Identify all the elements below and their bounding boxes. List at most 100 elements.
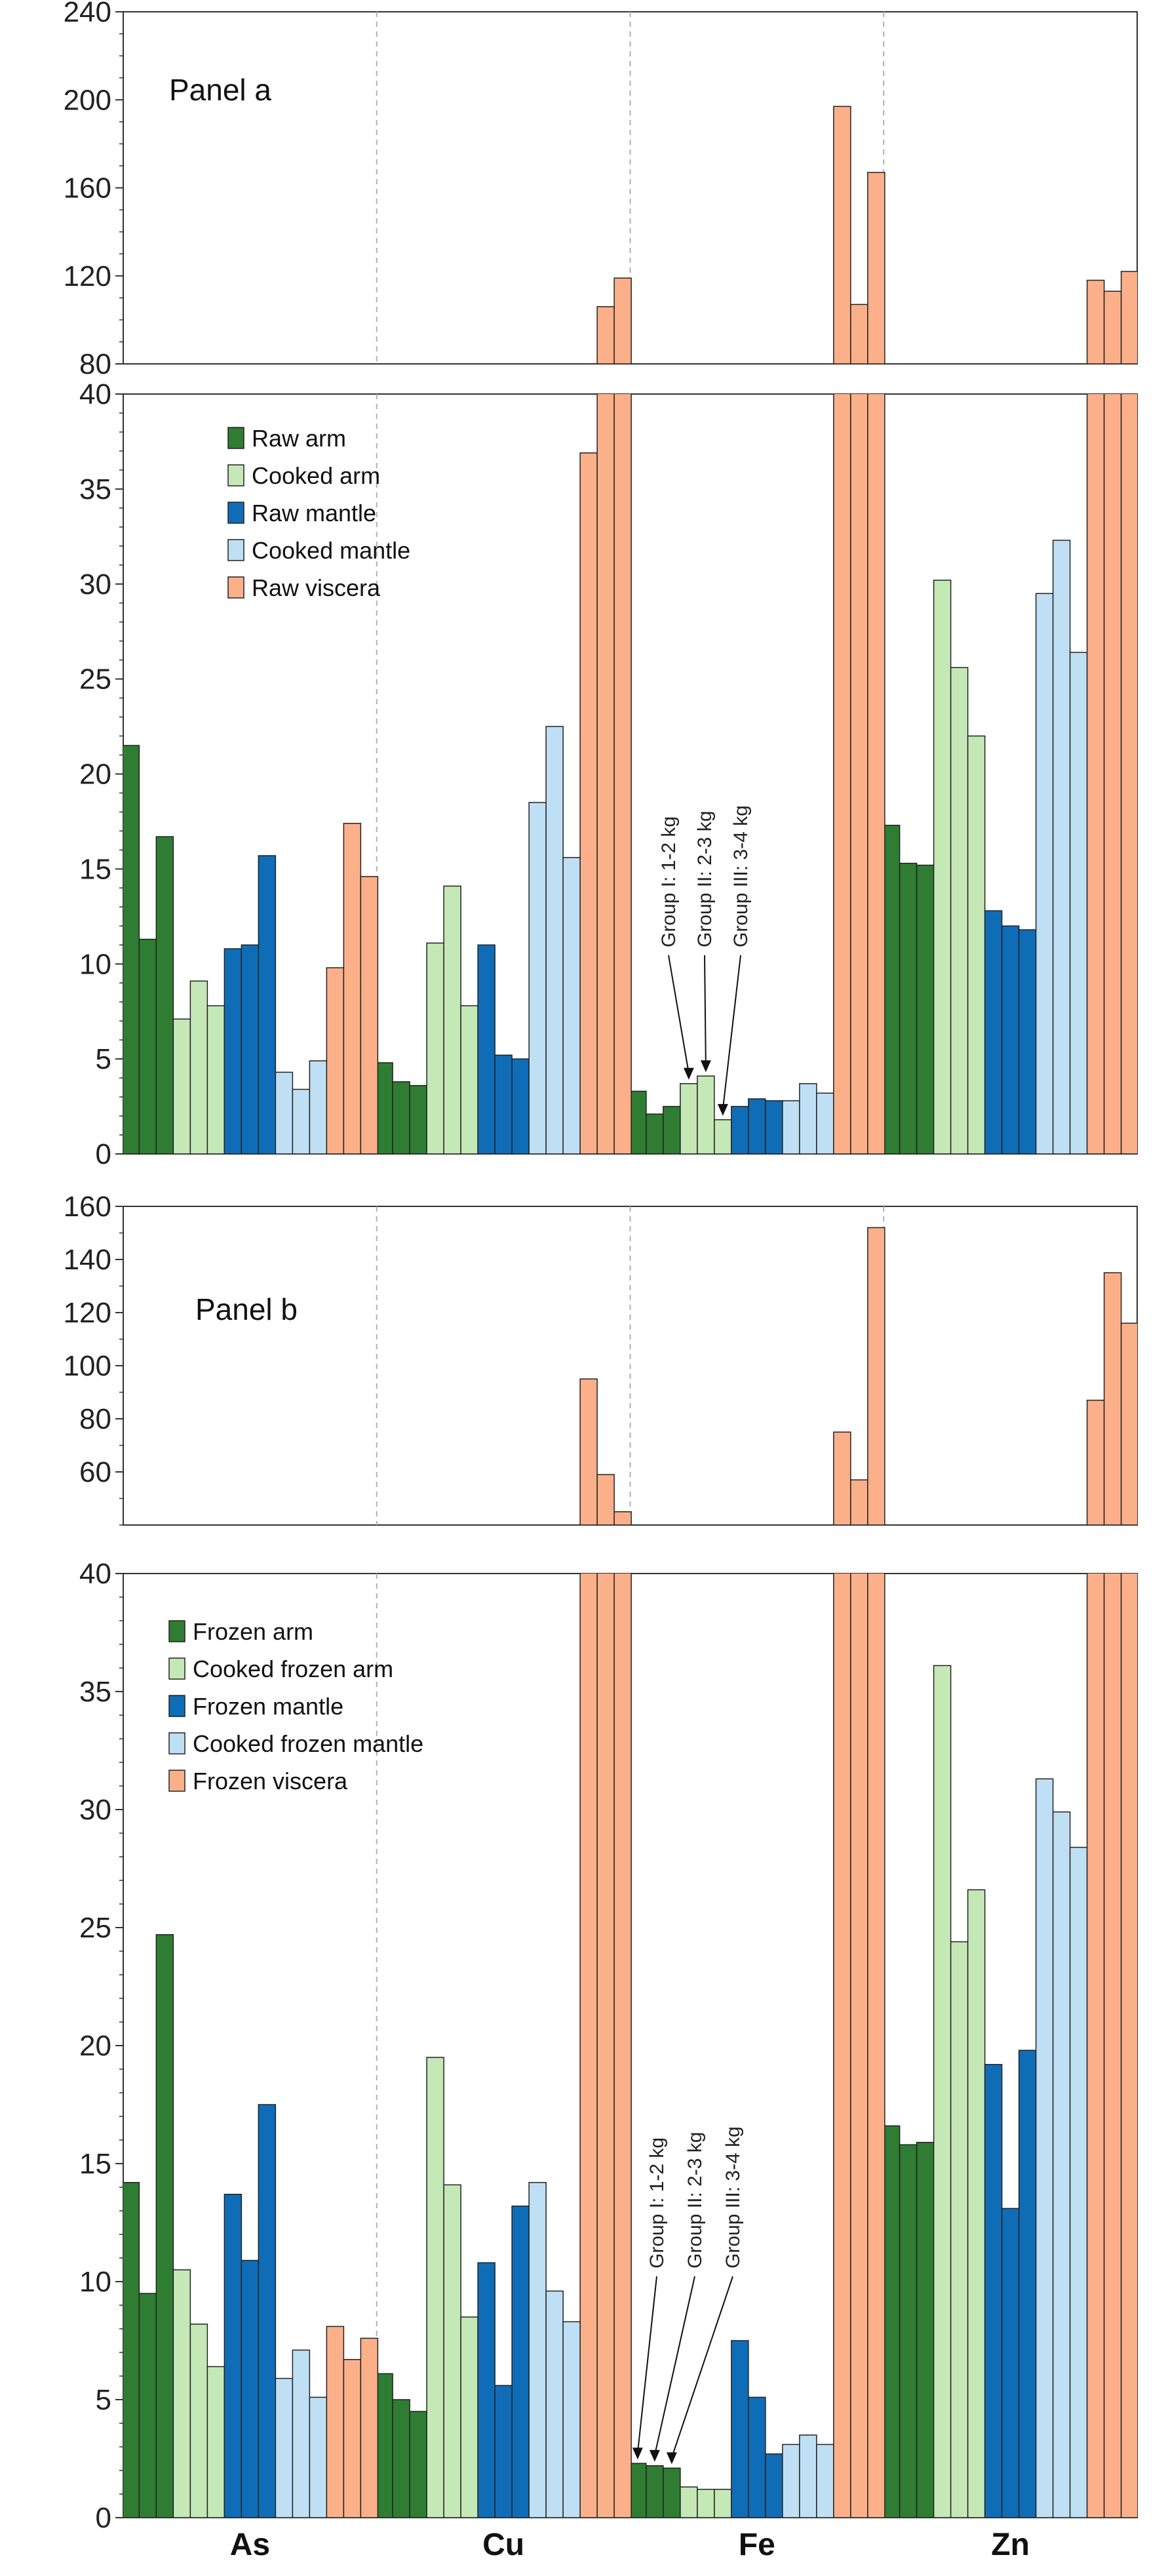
y-tick-label: 10 (79, 2266, 111, 2298)
legend-label: Raw viscera (252, 574, 381, 601)
group-label: Group III: 3-4 kg (722, 2126, 744, 2269)
group-label: Group III: 3-4 kg (730, 805, 752, 947)
bar-frozen-mantle-cu-g2 (494, 2385, 513, 2518)
bar-frozen-mantle-as-g3 (258, 2104, 277, 2518)
panel-a: 80 120 160 200 240 0 5 10 15 20 25 30 35 40 Panel a Raw… (64, 0, 1138, 1170)
x-category-label: Cu (482, 2527, 524, 2562)
y-tick-label: 120 (64, 1297, 111, 1329)
legend-label: Cooked arm (252, 462, 380, 489)
bar-raw-mantle-as-g1 (223, 948, 243, 1154)
legend-label: Cooked frozen arm (193, 1655, 393, 1682)
bar-frozen-viscera-zn-g1 (1086, 1574, 1105, 2518)
bar-cooked-frozen-arm-cu-g1 (426, 2057, 444, 2518)
annotation-arrow-line (636, 2276, 657, 2453)
bar-raw-mantle-as-g2 (241, 944, 260, 1154)
legend: Raw arm Cooked arm Raw mantle Cooked mantle… (227, 425, 410, 601)
legend-swatch (168, 1657, 185, 1680)
bar-cooked-arm-fe-g3 (714, 1119, 732, 1154)
legend-label: Cooked mantle (252, 537, 410, 564)
bars-lower (123, 1574, 1137, 2518)
bar-frozen-mantle-as-g2 (241, 2259, 260, 2518)
legend-swatch (168, 1770, 185, 1792)
legend-label: Frozen arm (193, 1618, 313, 1645)
bar-raw-viscera-fe-g1 (833, 106, 851, 364)
bar-frozen-viscera-zn-g3 (1120, 1574, 1137, 2518)
bar-raw-viscera-zn-g1 (1086, 394, 1105, 1154)
legend-swatch (227, 464, 244, 486)
bar-raw-viscera-zn-g3 (1120, 394, 1137, 1154)
bar-frozen-arm-fe-g3 (663, 2467, 681, 2518)
bar-raw-arm-fe-g2 (646, 1113, 664, 1154)
legend-swatch (168, 1620, 185, 1642)
bar-frozen-arm-zn-g2 (899, 2144, 918, 2518)
bar-frozen-mantle-zn-g2 (1001, 2208, 1020, 2518)
bar-raw-arm-as-g2 (138, 938, 157, 1154)
y-tick-label: 0 (96, 1138, 111, 1170)
legend-swatch (227, 502, 244, 524)
bar-frozen-arm-as-g3 (155, 1934, 174, 2518)
annotation-arrow-head (700, 1060, 711, 1073)
y-tick-label: 200 (64, 84, 111, 116)
x-category-label: As (230, 2527, 270, 2562)
x-category-label: Zn (991, 2527, 1030, 2562)
bar-raw-viscera-fe-g2 (850, 394, 868, 1154)
bar-cooked-frozen-arm-as-g1 (172, 2269, 191, 2518)
annotation-arrow-line (653, 2276, 695, 2456)
plot-upper: 80 120 160 200 240 (64, 0, 1138, 380)
panel-b: 60 80 100 120 140 160 0 5 10 15 20 25 30 35 40 Panel b F… (64, 1191, 1138, 2534)
annotation-arrow-head (649, 2449, 660, 2462)
panel-title: Panel b (195, 1292, 298, 1326)
bar-frozen-viscera-zn-g2 (1103, 1574, 1122, 2518)
bar-frozen-mantle-cu-g3 (511, 2206, 530, 2518)
bar-cooked-frozen-arm-fe-g1 (680, 2486, 698, 2518)
legend-item: Raw mantle (227, 500, 376, 526)
bar-cooked-frozen-arm-cu-g3 (460, 2316, 478, 2518)
bar-cooked-frozen-mantle-cu-g1 (528, 2182, 547, 2518)
legend-label: Frozen viscera (193, 1768, 348, 1794)
bar-raw-viscera-cu-g1 (579, 452, 598, 1154)
bar-raw-viscera-fe-g3 (867, 394, 885, 1154)
y-tick-label: 25 (79, 664, 111, 696)
y-tick-label: 80 (79, 1403, 111, 1435)
bar-frozen-mantle-fe-g3 (765, 2453, 783, 2518)
bar-frozen-viscera-fe-g1 (833, 1574, 851, 2518)
bar-raw-arm-as-g1 (123, 745, 140, 1154)
bar-cooked-frozen-mantle-zn-g1 (1035, 1778, 1054, 2518)
bar-cooked-frozen-mantle-cu-g2 (545, 2290, 564, 2518)
bar-frozen-viscera-cu-g1 (579, 1378, 598, 1525)
bar-frozen-viscera-as-g1 (326, 2326, 345, 2518)
legend-item: Cooked frozen mantle (168, 1730, 423, 1757)
bar-cooked-arm-as-g2 (189, 980, 208, 1154)
bar-frozen-viscera-cu-g1 (579, 1574, 598, 2518)
y-tick-label: 40 (79, 378, 111, 410)
bar-frozen-viscera-zn-g2 (1103, 1272, 1122, 1525)
y-tick-label: 140 (64, 1244, 111, 1276)
legend-item: Cooked mantle (227, 537, 410, 564)
bar-frozen-arm-cu-g3 (409, 2411, 427, 2518)
bars-lower (123, 394, 1137, 1154)
bar-raw-viscera-cu-g2 (596, 306, 615, 364)
bar-cooked-frozen-mantle-as-g2 (292, 2349, 311, 2518)
y-tick-label: 80 (79, 348, 111, 380)
bar-raw-mantle-fe-g2 (748, 1098, 766, 1154)
x-axis-labels: As Cu Fe Zn (230, 2527, 1030, 2562)
y-tick-label: 10 (79, 948, 111, 980)
bar-frozen-viscera-zn-g1 (1086, 1399, 1105, 1525)
y-tick-label: 240 (64, 0, 111, 28)
bar-raw-viscera-cu-g3 (613, 394, 632, 1154)
bar-raw-arm-zn-g2 (899, 862, 918, 1154)
bar-cooked-frozen-mantle-fe-g3 (816, 2444, 834, 2518)
bar-frozen-arm-as-g1 (123, 2182, 140, 2518)
bar-cooked-mantle-cu-g1 (528, 802, 547, 1154)
bar-frozen-mantle-fe-g1 (731, 2340, 749, 2518)
bar-raw-viscera-zn-g2 (1103, 290, 1122, 364)
legend-item: Raw viscera (227, 574, 381, 601)
bar-raw-mantle-cu-g2 (494, 1054, 513, 1154)
legend-item: Raw arm (227, 425, 346, 452)
bar-cooked-arm-cu-g2 (443, 885, 461, 1154)
legend-swatch (227, 427, 244, 449)
bar-cooked-arm-cu-g1 (426, 942, 444, 1154)
bar-cooked-arm-fe-g2 (697, 1075, 715, 1154)
legend-swatch (227, 539, 244, 561)
